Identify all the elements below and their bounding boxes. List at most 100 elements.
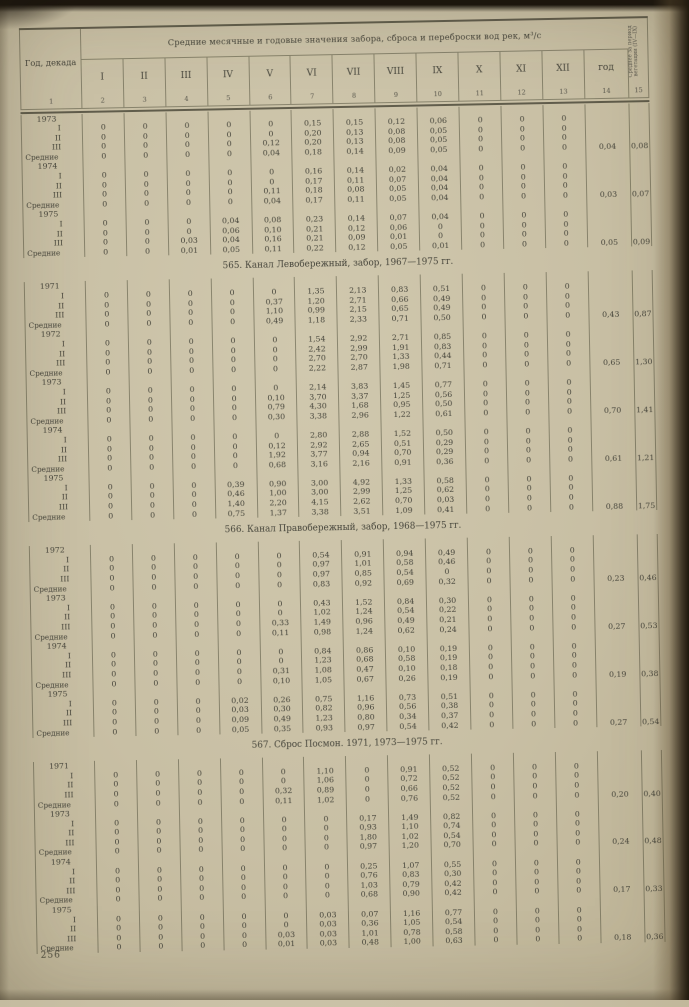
- cell: [645, 922, 666, 933]
- cell: 0,53: [639, 620, 660, 631]
- cell: 0,27: [596, 716, 642, 728]
- cell: [635, 433, 656, 444]
- month-header: XII: [542, 50, 585, 87]
- cell: [631, 217, 652, 228]
- cell: [642, 798, 663, 809]
- cell: 0,54: [641, 716, 662, 727]
- column-number: 13: [542, 85, 586, 100]
- cell: Средние: [23, 247, 86, 259]
- period-col-header: Среднее за период вегетации (IV—IX): [627, 25, 640, 78]
- cell: [631, 208, 652, 219]
- cell: 0,07: [630, 188, 652, 199]
- cell: [629, 131, 651, 142]
- cell: 0,09: [631, 236, 653, 247]
- cell: [638, 582, 659, 593]
- column-number: 2: [82, 94, 125, 108]
- column-number: 15: [628, 84, 650, 98]
- cell: [638, 601, 660, 612]
- cell: Средние: [32, 727, 95, 739]
- column-number: 14: [584, 84, 630, 99]
- cell: 1,37: [257, 507, 300, 518]
- cell: 0: [224, 939, 267, 951]
- cell: 0: [132, 509, 175, 521]
- header-middle: Средние месячные и годовые значения забо…: [80, 18, 629, 95]
- cell: 0: [513, 718, 556, 729]
- cell: [639, 630, 660, 641]
- cell: [637, 553, 659, 564]
- cell: [638, 591, 659, 602]
- cell: 0,93: [303, 722, 346, 733]
- cell: [634, 347, 655, 358]
- cell: 0,48: [349, 937, 392, 948]
- row-label-header: Год, декада: [18, 28, 83, 97]
- cell: [634, 385, 655, 396]
- cell: [630, 179, 651, 190]
- cell: [634, 395, 656, 406]
- cell: [634, 366, 655, 377]
- cell: [633, 337, 654, 348]
- column-number: 5: [207, 91, 250, 106]
- cell: 0: [85, 246, 128, 258]
- column-number: 10: [417, 87, 460, 102]
- period-col-header-cell: Среднее за период вегетации (IV—IX): [627, 18, 650, 85]
- cell: 1,75: [636, 500, 658, 511]
- cell: [640, 697, 661, 708]
- cell: 0,38: [640, 668, 661, 679]
- cell: 0: [182, 940, 225, 952]
- cell: [636, 471, 657, 482]
- cell: 1,41: [635, 404, 656, 415]
- cell: 0,12: [336, 242, 379, 253]
- cell: [629, 121, 650, 132]
- cell: [636, 481, 657, 492]
- cell: [643, 817, 664, 828]
- column-number: 11: [459, 86, 502, 101]
- cell: 0: [126, 246, 170, 257]
- cell: [641, 750, 662, 761]
- cell: 0,18: [601, 932, 646, 944]
- cell: [644, 874, 665, 885]
- month-header: XI: [500, 51, 543, 87]
- cell: [640, 687, 661, 698]
- cell: [639, 610, 660, 621]
- cell: [635, 443, 657, 454]
- cell: [633, 318, 654, 329]
- cell: [630, 150, 651, 161]
- cell: 0: [90, 510, 133, 522]
- page-number: 256: [40, 950, 61, 961]
- cell: 1,00: [391, 936, 434, 948]
- cell: 0: [94, 726, 137, 737]
- cell: Средние: [28, 511, 91, 523]
- cell: [630, 169, 651, 180]
- cell: [633, 299, 654, 310]
- cell: 0,63: [433, 935, 476, 947]
- cell: [632, 280, 653, 291]
- month-header: II: [123, 58, 166, 95]
- column-number: 1: [20, 94, 83, 110]
- cell: 0,54: [387, 720, 430, 732]
- cell: 3,38: [299, 506, 342, 518]
- cell: 1,21: [636, 452, 657, 463]
- cell: 0,05: [210, 244, 253, 255]
- cell: 0: [475, 935, 518, 946]
- cell: 0,35: [261, 723, 304, 734]
- cell: 0,97: [345, 721, 388, 733]
- cell: [631, 227, 652, 238]
- cell: [643, 846, 664, 856]
- cell: 0: [550, 501, 593, 513]
- cell: [638, 563, 659, 573]
- column-number: 8: [333, 89, 376, 104]
- cell: 0: [509, 502, 552, 514]
- cell: [630, 160, 651, 171]
- cell: 0,01: [168, 245, 211, 256]
- month-header: III: [165, 57, 208, 94]
- cell: 0,05: [587, 237, 633, 248]
- cell: 0: [517, 934, 560, 945]
- cell: 0: [462, 239, 505, 251]
- month-header: VIII: [374, 53, 418, 90]
- column-number: 12: [501, 86, 544, 100]
- month-header: VI: [290, 55, 334, 91]
- cell: [642, 807, 664, 818]
- cell: 0,41: [425, 504, 468, 515]
- cell: [633, 328, 654, 338]
- cell: 0,05: [219, 724, 263, 735]
